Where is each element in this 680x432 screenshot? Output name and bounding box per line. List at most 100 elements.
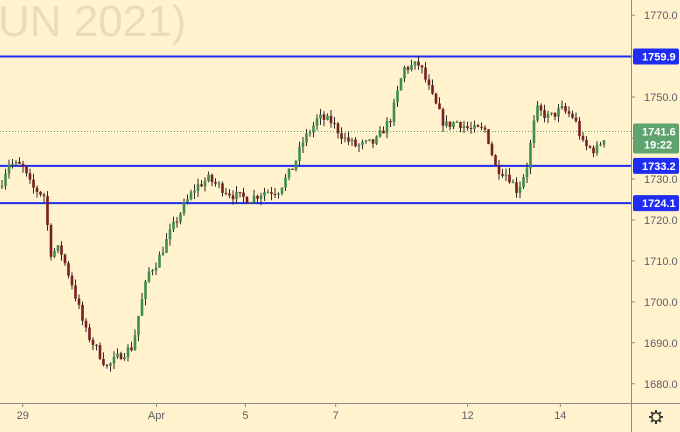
time-tick-label: 12 — [461, 410, 473, 422]
candle — [413, 61, 417, 70]
level-badge-0[interactable]: 1759.9 — [633, 48, 679, 65]
candle-body — [508, 174, 511, 183]
candle — [501, 168, 504, 178]
candle-body — [35, 187, 39, 192]
candle-body — [238, 192, 242, 194]
candle — [375, 135, 378, 146]
candle-body — [441, 109, 445, 126]
candle-body — [501, 173, 504, 176]
candle-body — [522, 177, 525, 188]
candle — [168, 223, 172, 246]
candle-body — [196, 184, 200, 191]
candle — [182, 198, 186, 216]
candle — [137, 315, 140, 342]
price-badges-layer: 1759.9 1733.2 1724.1 1741.619:22 — [633, 48, 679, 212]
candle — [88, 323, 91, 343]
candle — [308, 129, 312, 137]
candle — [140, 292, 144, 317]
candle — [490, 141, 494, 157]
candle-body — [137, 315, 140, 336]
candle-body — [445, 121, 448, 126]
candle — [158, 251, 161, 268]
candle — [497, 159, 501, 180]
settings-gear-icon[interactable] — [649, 410, 663, 424]
candle-body — [312, 125, 315, 133]
candle-body — [459, 121, 462, 129]
candle — [196, 178, 200, 197]
candle-body — [280, 187, 284, 194]
candle-body — [210, 174, 214, 182]
candle-body — [74, 285, 77, 299]
candle-body — [438, 103, 441, 110]
candle — [144, 280, 147, 306]
candle-body — [539, 105, 543, 111]
candle-body — [179, 213, 182, 222]
candle-body — [70, 275, 74, 286]
candle-body — [270, 192, 273, 194]
candle-body — [130, 347, 133, 351]
candle-body — [266, 192, 270, 194]
candle — [357, 143, 361, 153]
candle-body — [462, 126, 466, 129]
candle-body — [109, 363, 112, 366]
candle — [172, 216, 175, 233]
candle-body — [378, 130, 382, 137]
current-price-badge[interactable]: 1741.619:22 — [633, 123, 679, 154]
candle — [277, 192, 280, 199]
candle — [396, 85, 399, 108]
candle-body — [567, 111, 571, 114]
candle-body — [21, 163, 25, 167]
candle — [98, 342, 102, 360]
candle — [462, 120, 466, 133]
level-badge-2[interactable]: 1724.1 — [633, 195, 679, 212]
candle-body — [543, 110, 546, 118]
candle-body — [287, 168, 291, 178]
candles-layer — [0, 56, 606, 372]
candle-body — [147, 271, 151, 282]
candle-body — [585, 139, 588, 147]
candle — [504, 168, 508, 182]
candle — [11, 158, 14, 169]
candle — [221, 181, 224, 197]
candle-body — [133, 335, 137, 351]
candle — [259, 192, 263, 206]
candle-body — [161, 252, 165, 255]
candle — [84, 318, 88, 333]
candle — [270, 186, 273, 201]
candle-body — [476, 125, 480, 127]
candle — [354, 137, 357, 148]
candle-body — [333, 123, 336, 125]
candle-body — [560, 106, 564, 109]
candle — [459, 121, 462, 133]
level-badge-1[interactable]: 1733.2 — [633, 157, 679, 174]
candle-body — [553, 112, 557, 117]
candle — [53, 248, 56, 259]
candle-body — [406, 67, 410, 70]
candle — [557, 104, 560, 123]
price-axis-ticks[interactable]: 1770.0 1750.0 1730.0 1720.0 1710.0 1700.0 1690… — [631, 10, 678, 391]
candle — [60, 241, 63, 261]
candle — [193, 184, 196, 199]
candle-body — [483, 127, 487, 130]
candle-body — [207, 174, 210, 182]
candle — [410, 59, 413, 72]
candle — [543, 104, 546, 123]
candle-body — [252, 195, 256, 203]
candle — [207, 171, 210, 183]
candle — [445, 115, 448, 128]
candle-body — [28, 173, 32, 180]
candle — [74, 279, 77, 302]
candle — [368, 139, 371, 142]
price-tick-label: 1680.0 — [644, 379, 678, 391]
candle-body — [592, 147, 595, 154]
candle-body — [322, 114, 326, 120]
candle-body — [221, 183, 224, 193]
candle — [347, 131, 350, 146]
candle-body — [189, 192, 193, 200]
time-axis-ticks[interactable]: 29 Apr 5 7 12 14 — [17, 403, 567, 422]
candle-body — [529, 143, 532, 169]
candle — [494, 154, 497, 166]
candle-body — [557, 108, 560, 117]
